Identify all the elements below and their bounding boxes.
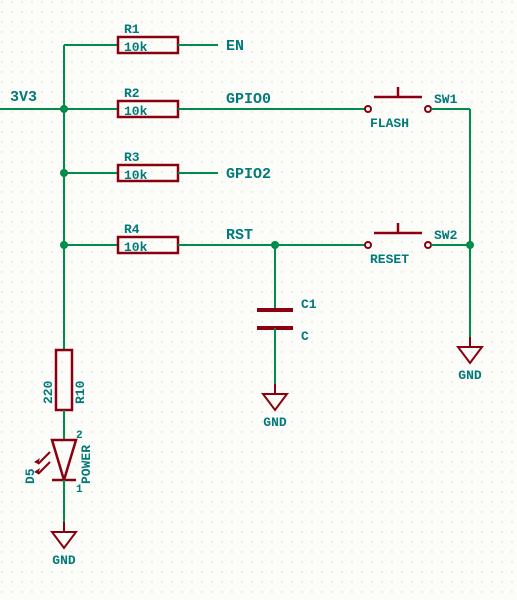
- netlabel-rst: RST: [226, 227, 253, 244]
- val-R2: 10k: [124, 104, 148, 119]
- ref-R10: R10: [73, 380, 88, 404]
- netlabel-gpio2: GPIO2: [226, 166, 271, 183]
- gnd-label: GND: [263, 415, 287, 430]
- val-SW1: FLASH: [370, 116, 409, 131]
- ref-D5: D5: [23, 468, 38, 484]
- ref-C1: C1: [301, 297, 317, 312]
- ref-SW1: SW1: [434, 92, 458, 107]
- val-D5: POWER: [79, 445, 94, 484]
- val-SW2: RESET: [370, 252, 409, 267]
- ref-R3: R3: [124, 150, 140, 165]
- label-3v3: 3V3: [10, 89, 37, 106]
- ref-SW2: SW2: [434, 228, 458, 243]
- pin2: 2: [76, 430, 83, 442]
- val-R4: 10k: [124, 240, 148, 255]
- schematic-canvas: 3V3 R1 10k EN R2 10k GPIO0 SW1 FLASH R3 10k GPIO2 R4…: [0, 0, 517, 600]
- netlabel-gpio0: GPIO0: [226, 91, 271, 108]
- gnd-label: GND: [52, 553, 76, 568]
- bg: [0, 0, 517, 600]
- val-R1: 10k: [124, 40, 148, 55]
- junction: [466, 241, 474, 249]
- netlabel-en: EN: [226, 38, 244, 55]
- val-C1: C: [301, 329, 309, 344]
- val-R10: 220: [41, 380, 56, 404]
- gnd-label: GND: [458, 368, 482, 383]
- ref-R4: R4: [124, 222, 140, 237]
- pin1: 1: [76, 484, 83, 496]
- ref-R2: R2: [124, 86, 140, 101]
- val-R3: 10k: [124, 168, 148, 183]
- ref-R1: R1: [124, 22, 140, 37]
